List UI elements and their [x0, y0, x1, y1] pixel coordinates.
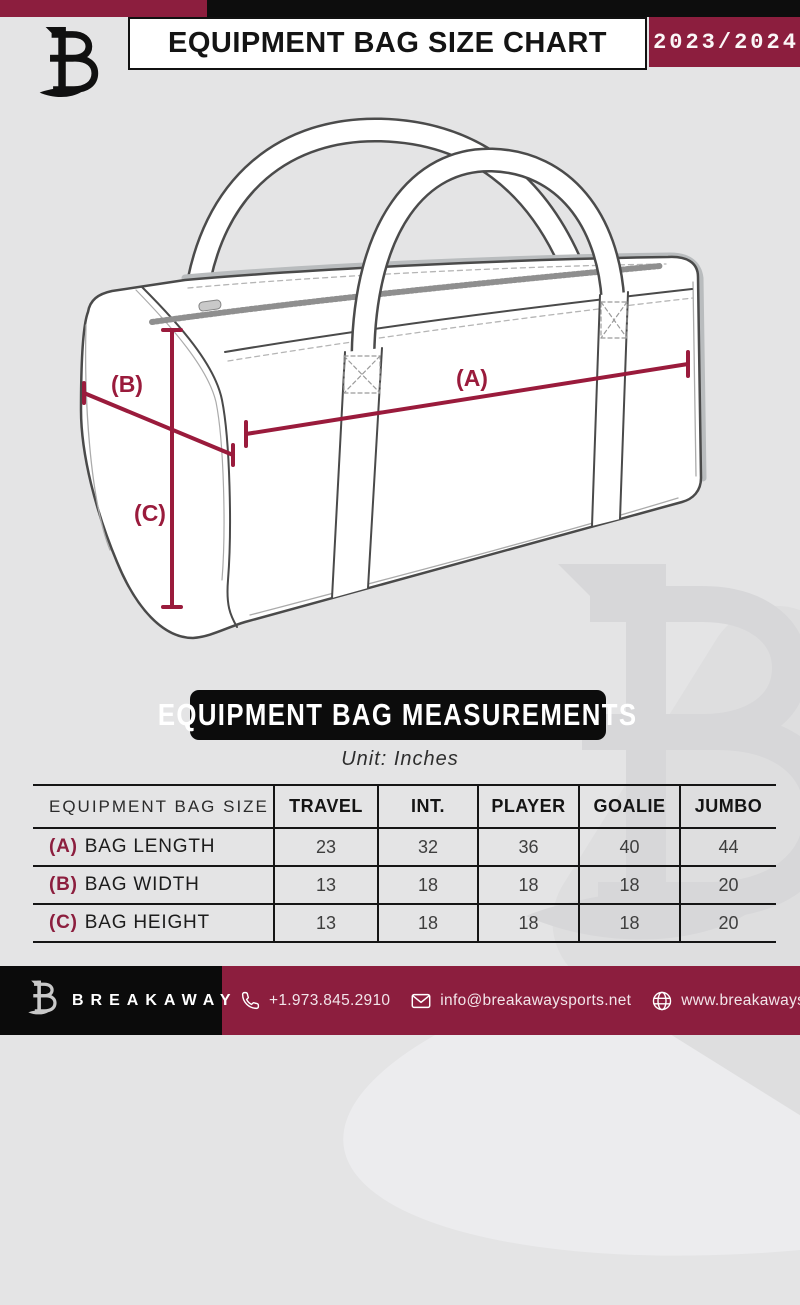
footer-website-link[interactable]: www.breakawaysports.net	[651, 990, 800, 1012]
row-label-bag-height: BAG HEIGHT	[84, 912, 210, 933]
row-prefix-b: (B)	[49, 874, 78, 895]
row-label-bag-width: BAG WIDTH	[84, 874, 200, 895]
row-prefix-a: (A)	[49, 836, 78, 857]
topbar-maroon-segment	[0, 0, 207, 17]
topbar-black-segment	[207, 0, 800, 17]
table-header-goalie: GOALIE	[578, 786, 679, 827]
cell-width-goalie: 18	[578, 867, 679, 903]
page-title: EQUIPMENT BAG SIZE CHART	[168, 27, 607, 59]
cell-height-jumbo: 20	[679, 905, 776, 941]
bag-illustration: (A) (B) (C)	[79, 117, 707, 640]
bag-front-straps	[331, 291, 629, 599]
bag-x-stitch-boxes	[343, 301, 628, 394]
bag-right-inner-line	[692, 281, 697, 477]
bag-bottom-inner-line	[249, 497, 679, 616]
footer-phone-text: +1.973.845.2910	[269, 991, 391, 1009]
equipment-bag-size-chart-page: { "colors": { "background": "#e4e4e5", "…	[0, 0, 800, 1035]
cell-height-int: 18	[377, 905, 477, 941]
table-row-bag-length: (A) BAG LENGTH 23 32 36 40 44	[33, 829, 776, 867]
season-badge: 2023/2024	[649, 17, 800, 67]
footer-brand-block: BREAKAWAY	[0, 966, 231, 1035]
cell-length-player: 36	[477, 829, 578, 865]
dimension-line-a	[244, 362, 690, 436]
cell-width-int: 18	[377, 867, 477, 903]
brand-logo	[30, 24, 106, 106]
bag-corner-seam	[135, 286, 238, 628]
dimension-lines	[82, 328, 690, 609]
bag-body	[79, 255, 703, 640]
footer-brand-name: BREAKAWAY	[72, 991, 238, 1009]
cell-width-player: 18	[477, 867, 578, 903]
footer-website-text: www.breakawaysports.net	[681, 991, 800, 1009]
cell-length-travel: 23	[273, 829, 377, 865]
size-table: EQUIPMENT BAG SIZE TRAVEL INT. PLAYER GO…	[33, 784, 776, 943]
dimension-label-a: (A)	[456, 365, 488, 391]
cell-length-jumbo: 44	[679, 829, 776, 865]
table-header-int: INT.	[377, 786, 477, 827]
phone-icon	[241, 991, 260, 1010]
table-header-jumbo: JUMBO	[679, 786, 776, 827]
cell-length-goalie: 40	[578, 829, 679, 865]
bag-front-handle	[350, 147, 626, 368]
cell-width-travel: 13	[273, 867, 377, 903]
bag-rear-handle	[182, 117, 591, 318]
footer-contacts: +1.973.845.2910 info@breakawaysports.net…	[240, 966, 800, 1035]
bag-left-inner-line	[84, 324, 111, 551]
season-label: 2023/2024	[653, 29, 799, 55]
dimension-line-b	[82, 391, 235, 457]
footer-phone-link[interactable]: +1.973.845.2910	[240, 990, 390, 1011]
measurements-banner: EQUIPMENT BAG MEASUREMENTS	[158, 690, 636, 740]
footer: BREAKAWAY +1.973.845.2910 info@breakaway…	[0, 966, 800, 1035]
table-row-bag-height: (C) BAG HEIGHT 13 18 18 18 20	[33, 905, 776, 943]
table-header-row: EQUIPMENT BAG SIZE TRAVEL INT. PLAYER GO…	[33, 786, 776, 829]
table-header-player: PLAYER	[477, 786, 578, 827]
table-row-bag-width: (B) BAG WIDTH 13 18 18 18 20	[33, 867, 776, 905]
footer-email-link[interactable]: info@breakawaysports.net	[410, 990, 631, 1012]
footer-brand-logo	[24, 979, 60, 1019]
row-prefix-c: (C)	[49, 912, 78, 933]
zipper-pull	[198, 299, 222, 312]
cell-height-goalie: 18	[578, 905, 679, 941]
cell-height-player: 18	[477, 905, 578, 941]
table-header-travel: TRAVEL	[273, 786, 377, 827]
dimension-label-c: (C)	[134, 500, 166, 526]
measurements-banner-label: EQUIPMENT BAG MEASUREMENTS	[158, 697, 638, 732]
cell-width-jumbo: 20	[679, 867, 776, 903]
footer-email-text: info@breakawaysports.net	[440, 991, 632, 1009]
cell-length-int: 32	[377, 829, 477, 865]
page-title-box: EQUIPMENT BAG SIZE CHART	[128, 17, 647, 70]
dimension-label-b: (B)	[111, 371, 143, 397]
bag-zipper	[149, 263, 663, 325]
row-label-bag-length: BAG LENGTH	[84, 836, 216, 857]
email-icon	[411, 993, 431, 1008]
unit-note: Unit: Inches	[341, 748, 459, 770]
globe-icon	[653, 991, 672, 1010]
cell-height-travel: 13	[273, 905, 377, 941]
table-header-size: EQUIPMENT BAG SIZE	[49, 796, 269, 816]
